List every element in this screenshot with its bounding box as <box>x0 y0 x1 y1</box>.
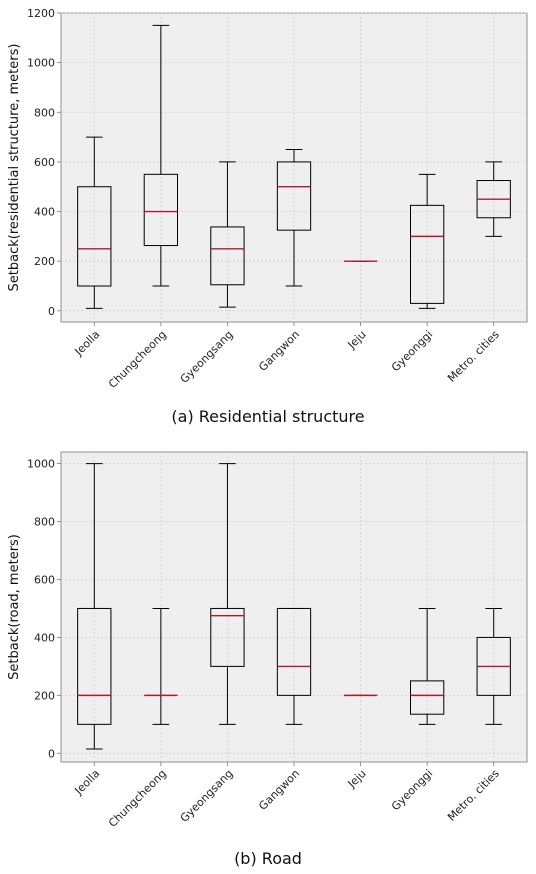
y-tick-label: 1000 <box>27 57 55 70</box>
box-gyeongsang <box>210 463 245 725</box>
x-tick-label: Metro. cities <box>445 767 502 824</box>
iqr-box <box>77 186 112 287</box>
x-tick-label: Jeju <box>345 328 369 352</box>
box-gyeonggi <box>410 607 445 725</box>
panel-caption: (a) Residential structure <box>171 407 364 426</box>
y-axis-label: Setback(road, meters) <box>7 534 22 680</box>
y-tick-label: 1000 <box>27 458 55 471</box>
iqr-box <box>276 607 312 696</box>
x-tick-label: Gangwon <box>256 767 302 813</box>
x-tick-label: Gangwon <box>256 328 302 374</box>
box-jeolla <box>77 463 112 750</box>
y-tick-label: 800 <box>34 106 55 119</box>
x-tick-label: Gyeonggi <box>389 328 435 374</box>
box-gangwon <box>276 149 312 287</box>
y-tick-label: 600 <box>34 156 55 169</box>
x-tick-label: Chungcheong <box>106 328 169 391</box>
y-axis-label: Setback(residential structure, meters) <box>7 44 22 292</box>
x-tick-label: Metro. cities <box>445 328 502 385</box>
box-chungcheong <box>144 607 178 725</box>
y-tick-label: 200 <box>34 255 55 268</box>
x-tick-label: Gyeonggi <box>389 767 435 813</box>
box-metro-cities <box>476 161 511 237</box>
iqr-box <box>210 226 245 286</box>
iqr-box <box>143 173 178 247</box>
iqr-box <box>410 204 445 304</box>
panel-caption: (b) Road <box>234 849 302 868</box>
y-tick-label: 0 <box>48 747 55 760</box>
box-gangwon <box>276 607 312 725</box>
x-tick-label: Gyeongsang <box>178 328 236 386</box>
y-tick-label: 400 <box>34 631 55 644</box>
x-tick-label: Gyeongsang <box>178 767 236 825</box>
box-metro-cities <box>476 607 511 725</box>
iqr-box <box>410 680 445 715</box>
box-gyeonggi <box>410 173 445 309</box>
x-tick-label: Jeolla <box>72 767 103 798</box>
y-tick-label: 0 <box>48 305 55 318</box>
iqr-box <box>276 161 312 231</box>
x-tick-label: Jeju <box>345 767 369 791</box>
x-tick-label: Jeolla <box>72 328 103 359</box>
y-tick-label: 600 <box>34 573 55 586</box>
iqr-box <box>210 607 245 667</box>
box-jeolla <box>77 136 112 309</box>
box-chungcheong <box>143 24 178 287</box>
y-tick-label: 800 <box>34 516 55 529</box>
y-tick-label: 200 <box>34 689 55 702</box>
y-tick-label: 1200 <box>27 7 55 20</box>
box-gyeongsang <box>210 161 245 308</box>
y-tick-label: 400 <box>34 206 55 219</box>
x-tick-label: Chungcheong <box>106 767 169 830</box>
iqr-box <box>77 607 112 725</box>
